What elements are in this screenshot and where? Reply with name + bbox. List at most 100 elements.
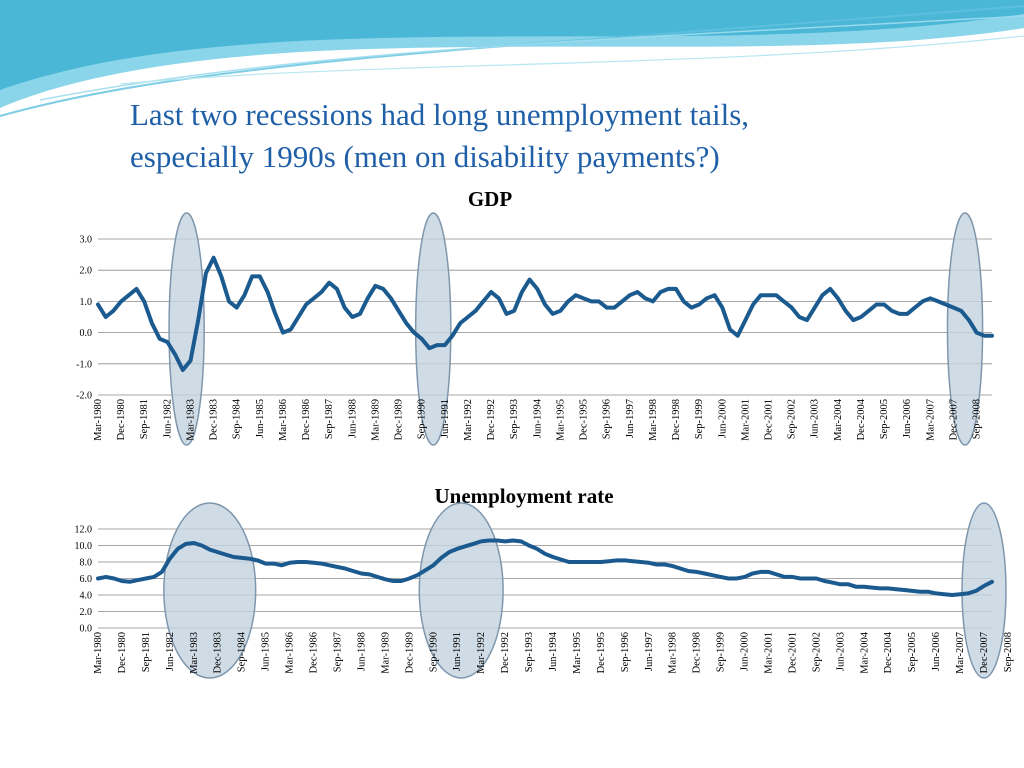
unemployment-x-tick-label: Dec-1992 (500, 632, 511, 673)
gdp-x-tick-label: Sep-2002 (787, 399, 798, 439)
gdp-x-tick-label: Jun-1997 (625, 399, 636, 438)
unemployment-x-tick-label: Dec-1998 (692, 632, 703, 673)
gdp-x-tick-label: Dec-1998 (671, 399, 682, 440)
unemployment-x-tick-label: Jun-2003 (835, 632, 846, 671)
gdp-y-tick-label: 1.0 (80, 297, 93, 308)
gdp-x-tick-label: Jun-1985 (255, 399, 266, 438)
wave-line-3 (119, 35, 1024, 85)
unemployment-highlights (163, 502, 1007, 679)
gdp-x-tick-label: Sep-1984 (232, 398, 243, 439)
unemployment-x-tick-label: Dec-2004 (883, 631, 894, 673)
gdp-x-tick-label: Sep-1987 (324, 399, 335, 439)
gdp-recession-highlight (946, 212, 984, 446)
unemployment-y-tick-label: 2.0 (80, 607, 93, 618)
unemployment-x-tick-label: Mar-2007 (955, 632, 966, 674)
slide-title-line-1: Last two recessions had long unemploymen… (130, 97, 750, 132)
unemployment-x-tick-label: Dec-1986 (309, 632, 320, 673)
unemployment-x-tick-label: Sep-2005 (907, 632, 918, 672)
gdp-x-tick-label: Sep-1993 (509, 399, 520, 439)
decorative-wave-header (0, 0, 1024, 117)
gdp-x-tick-label: Jun-2000 (717, 399, 728, 438)
unemployment-x-tick-label: Jun-1991 (452, 632, 463, 671)
gdp-x-tick-label: Sep-1981 (139, 399, 150, 439)
unemployment-x-tick-label: Dec-1995 (596, 632, 607, 673)
gdp-x-tick-label: Jun-1982 (162, 399, 173, 438)
gdp-x-tick-label: Dec-2007 (948, 399, 959, 440)
unemployment-x-tick-label: Mar-1986 (285, 632, 296, 674)
gdp-series-line (96, 255, 994, 372)
unemployment-x-tick-label: Mar-2001 (764, 632, 775, 674)
unemployment-y-tick-label: 8.0 (80, 558, 93, 569)
gdp-x-tick-label: Sep-2008 (972, 399, 983, 439)
gdp-x-tick-label: Dec-1995 (579, 399, 590, 440)
gdp-recession-highlight (168, 212, 205, 446)
unemployment-x-tick-label: Sep-1993 (524, 632, 535, 672)
unemployment-x-tick-label: Sep-2002 (811, 632, 822, 672)
unemployment-x-tick-label: Dec-1983 (213, 632, 224, 673)
gdp-x-tick-label: Dec-1992 (486, 399, 497, 440)
unemployment-chart-title: Unemployment rate (434, 484, 614, 508)
gdp-y-tick-label: -2.0 (76, 391, 92, 402)
gdp-highlights (168, 212, 984, 446)
gdp-x-tick-label: Dec-1989 (394, 399, 405, 440)
gdp-x-tick-label: Mar-1992 (463, 399, 474, 441)
unemployment-x-tick-label: Sep-1981 (141, 632, 152, 672)
gdp-recession-highlight (414, 212, 452, 446)
unemployment-x-tick-label: Jun-1988 (356, 632, 367, 671)
gdp-x-tick-label: Mar-2007 (925, 399, 936, 441)
gdp-chart-title: GDP (467, 187, 513, 211)
slide-title-line-2: especially 1990s (men on disability paym… (130, 139, 720, 174)
unemployment-x-tick-label: Jun-1982 (165, 632, 176, 671)
unemployment-recession-highlight (961, 502, 1007, 679)
gdp-x-tick-label: Sep-1990 (417, 399, 428, 439)
unemployment-x-tick-label: Sep-1984 (237, 631, 248, 672)
gdp-y-tick-label: -1.0 (76, 359, 92, 370)
gdp-x-tick-label: Mar-2004 (833, 398, 844, 441)
unemployment-series-line (96, 538, 994, 597)
unemployment-x-tick-label: Jun-1997 (644, 632, 655, 671)
unemployment-x-tick-label: Dec-1989 (404, 632, 415, 673)
gdp-x-tick-label: Jun-1991 (440, 399, 451, 438)
unemployment-x-tick-label: Dec-2001 (787, 632, 798, 673)
unemployment-recession-highlight (163, 502, 257, 679)
gdp-y-tick-label: 2.0 (80, 266, 93, 277)
gdp-x-tick-label: Sep-1996 (602, 399, 613, 439)
unemployment-x-tick-label: Mar-1992 (476, 632, 487, 674)
gdp-x-tick-label: Jun-1988 (347, 399, 358, 438)
unemployment-x-tick-label: Mar-1998 (668, 632, 679, 674)
unemployment-x-tick-label: Sep-2008 (1003, 632, 1014, 672)
gdp-x-tick-label: Mar-1995 (555, 399, 566, 441)
gdp-x-tick-label: Sep-2005 (879, 399, 890, 439)
gdp-x-tick-label: Dec-2004 (856, 398, 867, 440)
unemployment-x-tick-label: Jun-2006 (931, 632, 942, 671)
gdp-x-tick-label: Dec-1983 (209, 399, 220, 440)
gdp-x-tick-label: Jun-2006 (902, 399, 913, 438)
unemployment-x-tick-label: Sep-1987 (332, 632, 343, 672)
unemployment-x-tick-label: Mar-2004 (859, 631, 870, 674)
unemployment-x-tick-label: Mar-1980 (93, 632, 104, 674)
gdp-x-tick-label: Mar-1998 (648, 399, 659, 441)
unemployment-x-tick-label: Sep-1990 (428, 632, 439, 672)
unemployment-y-tick-label: 4.0 (80, 591, 93, 602)
unemployment-y-tick-label: 12.0 (75, 525, 93, 536)
gdp-x-tick-label: Dec-1986 (301, 399, 312, 440)
unemployment-x-tick-label: Jun-2000 (740, 632, 751, 671)
unemployment-x-tick-label: Mar-1989 (380, 632, 391, 674)
unemployment-x-tick-label: Mar-1995 (572, 632, 583, 674)
gdp-x-tick-label: Dec-1980 (116, 399, 127, 440)
gdp-x-tick-label: Mar-1980 (93, 399, 104, 441)
gdp-x-tick-label: Mar-1986 (278, 399, 289, 441)
wave-band-mid (0, 0, 1024, 90)
unemployment-y-tick-label: 0.0 (80, 624, 93, 635)
unemployment-x-tick-label: Jun-1985 (261, 632, 272, 671)
unemployment-x-tick-label: Sep-1996 (620, 632, 631, 672)
unemployment-x-tick-label: Sep-1999 (716, 632, 727, 672)
gdp-x-tick-label: Dec-2001 (764, 399, 775, 440)
unemployment-x-tick-label: Jun-1994 (548, 631, 559, 671)
gdp-x-tick-label: Jun-2003 (810, 399, 821, 438)
gdp-y-tick-label: 0.0 (80, 328, 93, 339)
unemployment-x-tick-label: Dec-1980 (117, 632, 128, 673)
gdp-x-tick-label: Mar-2001 (740, 399, 751, 441)
gdp-y-tick-label: 3.0 (80, 235, 93, 246)
gdp-x-tick-label: Jun-1994 (532, 398, 543, 438)
